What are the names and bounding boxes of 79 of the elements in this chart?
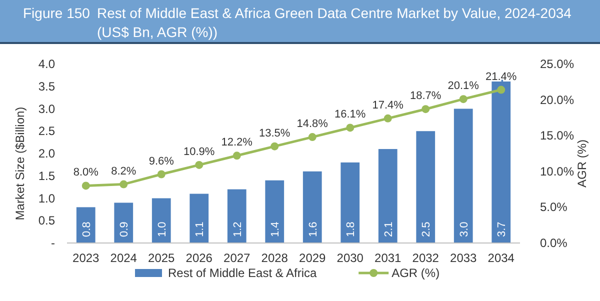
x-tick-label: 2023 — [72, 251, 100, 265]
y2-tick-label: 15.0% — [540, 128, 574, 143]
legend-label: Rest of Middle East & Africa — [168, 266, 318, 280]
x-tick-label: 2034 — [488, 251, 515, 265]
data-label: 2.5 — [420, 222, 433, 237]
data-label: 9.6% — [148, 155, 174, 168]
chart-subtitle: Rest of Middle East & Africa Green Data Centre Market by Value, 2024-2034 (US$ Bn, AGR (%)) — [97, 5, 572, 40]
y2-tick-label: 10.0% — [540, 164, 574, 178]
bar — [454, 108, 473, 243]
point — [346, 124, 354, 132]
bar — [302, 171, 322, 243]
data-label: 13.5% — [259, 127, 290, 140]
y2-tick-label: 20.0% — [540, 92, 574, 107]
y-tick-label: 2.5 — [38, 124, 56, 138]
y-tick-label: - — [51, 236, 55, 250]
x-tick-label: 2027 — [224, 251, 251, 265]
data-label: 1.0 — [156, 222, 168, 237]
bar — [190, 194, 209, 243]
x-tick-label: 2024 — [110, 251, 138, 265]
chart-title: Figure 150 — [23, 5, 90, 21]
x-tick-label: 2033 — [450, 251, 478, 265]
y2-tick-label: 0.0% — [540, 236, 568, 250]
data-label: 8.2% — [111, 165, 136, 178]
data-label: 8.0% — [73, 166, 99, 179]
bar — [114, 202, 134, 243]
y2-tick-label: 5.0% — [540, 200, 568, 214]
data-label: 17.4% — [372, 99, 404, 112]
y-tick-label: 3.5 — [38, 79, 56, 94]
y-tick-label: 2.0 — [38, 146, 56, 160]
data-label: 1.8 — [345, 222, 358, 237]
bar — [152, 198, 171, 243]
bar — [416, 131, 436, 243]
data-label: 3.7 — [496, 222, 508, 237]
data-label: 12.2% — [221, 136, 253, 149]
x-tick-label: 2032 — [412, 251, 440, 265]
y-tick-label: 0.5 — [38, 214, 56, 228]
point — [308, 133, 316, 142]
data-label: 3.0 — [458, 222, 470, 237]
point — [459, 95, 468, 104]
x-tick-label: 2026 — [186, 251, 213, 265]
y-tick-label: 1.0 — [38, 191, 56, 206]
bar — [227, 189, 246, 243]
data-label: 1.1 — [194, 222, 206, 237]
data-label: 2.1 — [382, 222, 395, 237]
bar — [265, 180, 284, 243]
point — [82, 182, 90, 190]
data-label: 0.8 — [80, 222, 93, 237]
bar — [76, 207, 96, 243]
point — [120, 180, 128, 188]
data-label: 1.4 — [270, 222, 282, 237]
data-label: 14.8% — [296, 118, 328, 130]
data-label: 20.1% — [448, 80, 480, 92]
point — [384, 114, 392, 122]
legend-label: AGR (%) — [392, 266, 440, 280]
y-tick-label: 3.0 — [38, 102, 56, 116]
x-tick-label: 2028 — [261, 251, 288, 265]
point — [422, 105, 430, 114]
bar — [378, 149, 398, 243]
x-tick-label: 2031 — [374, 251, 402, 265]
x-tick-label: 2029 — [299, 251, 326, 265]
point — [157, 170, 166, 178]
point — [270, 142, 279, 150]
bar — [340, 162, 360, 243]
y-tick-label: 4.0 — [38, 57, 56, 71]
y2-tick-label: 25.0% — [540, 57, 574, 71]
data-label: 18.7% — [410, 90, 442, 102]
data-label: 1.6 — [307, 222, 320, 237]
y-tick-label: 1.5 — [38, 168, 56, 183]
data-label: 16.1% — [334, 108, 366, 121]
data-label: 10.9% — [184, 146, 215, 158]
point — [497, 86, 506, 94]
data-label: 1.2 — [232, 222, 244, 237]
y-axis-title: Market Size ($Billion) — [13, 106, 27, 220]
y2-axis-title: AGR (%) — [575, 139, 589, 188]
x-tick-label: 2030 — [336, 251, 364, 265]
data-label: 0.9 — [118, 222, 131, 237]
point — [195, 160, 204, 169]
x-tick-label: 2025 — [148, 251, 176, 265]
point — [232, 152, 241, 160]
